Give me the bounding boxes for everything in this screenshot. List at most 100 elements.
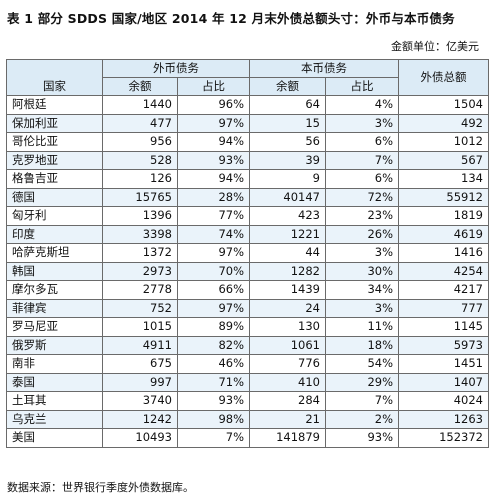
table-row: 保加利亚 477 97% 15 3% 492: [6, 113, 489, 133]
total-cell: 1451: [398, 354, 489, 374]
dc-share-cell: 18%: [325, 335, 399, 355]
country-cell: 印度: [6, 224, 103, 244]
dc-share-cell: 3%: [325, 298, 399, 318]
table-title: 表 1 部分 SDDS 国家/地区 2014 年 12 月末外债总额头寸：外币与…: [7, 11, 455, 26]
dc-share-cell: 2%: [325, 409, 399, 429]
fc-share-cell: 82%: [177, 335, 250, 355]
table-row: 格鲁吉亚 126 94% 9 6% 134: [6, 169, 489, 189]
total-cell: 1504: [398, 95, 489, 115]
table-row: 俄罗斯 4911 82% 1061 18% 5973: [6, 335, 489, 355]
fc-amount-cell: 10493: [102, 428, 178, 448]
country-cell: 俄罗斯: [6, 335, 103, 355]
dc-amount-cell: 44: [249, 243, 326, 263]
fc-share-cell: 97%: [177, 298, 250, 318]
fc-amount-cell: 126: [102, 169, 178, 189]
dc-share-cell: 6%: [325, 169, 399, 189]
fc-amount-cell: 956: [102, 132, 178, 152]
table-row: 土耳其 3740 93% 284 7% 4024: [6, 391, 489, 411]
table-row: 南非 675 46% 776 54% 1451: [6, 354, 489, 374]
total-cell: 1012: [398, 132, 489, 152]
table-row: 乌克兰 1242 98% 21 2% 1263: [6, 409, 489, 429]
country-cell: 韩国: [6, 261, 103, 281]
fc-amount-cell: 752: [102, 298, 178, 318]
total-cell: 4619: [398, 224, 489, 244]
fc-amount-cell: 1015: [102, 317, 178, 337]
fc-amount-cell: 528: [102, 150, 178, 170]
table-row: 印度 3398 74% 1221 26% 4619: [6, 224, 489, 244]
table-row: 泰国 997 71% 410 29% 1407: [6, 372, 489, 392]
fc-share-cell: 93%: [177, 391, 250, 411]
fc-amount-cell: 675: [102, 354, 178, 374]
fc-share-cell: 71%: [177, 372, 250, 392]
dc-share-cell: 11%: [325, 317, 399, 337]
total-cell: 1145: [398, 317, 489, 337]
fc-share-cell: 98%: [177, 409, 250, 429]
dc-amount-cell: 776: [249, 354, 326, 374]
dc-share-cell: 30%: [325, 261, 399, 281]
dc-share-cell: 34%: [325, 280, 399, 300]
dc-share-cell: 7%: [325, 150, 399, 170]
dc-share-cell: 26%: [325, 224, 399, 244]
dc-share-cell: 4%: [325, 95, 399, 115]
header-row-2: 余额 占比 余额 占比: [7, 77, 489, 96]
country-cell: 哈萨克斯坦: [6, 243, 103, 263]
country-cell: 克罗地亚: [6, 150, 103, 170]
country-cell: 罗马尼亚: [6, 317, 103, 337]
total-cell: 1407: [398, 372, 489, 392]
fc-share-cell: 74%: [177, 224, 250, 244]
dc-amount-cell: 130: [249, 317, 326, 337]
fc-share-cell: 97%: [177, 243, 250, 263]
table-row: 罗马尼亚 1015 89% 130 11% 1145: [6, 317, 489, 337]
fc-amount-cell: 477: [102, 113, 178, 133]
total-cell: 777: [398, 298, 489, 318]
dc-amount-cell: 423: [249, 206, 326, 226]
fc-amount-cell: 3398: [102, 224, 178, 244]
header-foreign-currency: 外币债务: [102, 59, 250, 78]
header-domestic-currency: 本币债务: [249, 59, 399, 78]
total-cell: 1416: [398, 243, 489, 263]
fc-share-cell: 96%: [177, 95, 250, 115]
country-cell: 摩尔多瓦: [6, 280, 103, 300]
fc-amount-cell: 1396: [102, 206, 178, 226]
external-debt-table: 国家 外币债务 本币债务 外债总额 余额 占比 余额 占比 阿根廷 1440 96%…: [6, 59, 489, 448]
table-row: 美国 10493 7% 141879 93% 152372: [6, 428, 489, 448]
header-fc-share: 占比: [177, 77, 250, 96]
total-cell: 134: [398, 169, 489, 189]
dc-amount-cell: 56: [249, 132, 326, 152]
dc-amount-cell: 1439: [249, 280, 326, 300]
country-cell: 哥伦比亚: [6, 132, 103, 152]
dc-amount-cell: 40147: [249, 187, 326, 207]
fc-amount-cell: 1372: [102, 243, 178, 263]
dc-share-cell: 3%: [325, 113, 399, 133]
country-cell: 匈牙利: [6, 206, 103, 226]
header-country: 国家: [6, 59, 103, 96]
table-row: 哥伦比亚 956 94% 56 6% 1012: [6, 132, 489, 152]
country-cell: 德国: [6, 187, 103, 207]
header-fc-amount: 余额: [102, 77, 178, 96]
country-cell: 菲律宾: [6, 298, 103, 318]
dc-amount-cell: 21: [249, 409, 326, 429]
fc-share-cell: 97%: [177, 113, 250, 133]
table-row: 摩尔多瓦 2778 66% 1439 34% 4217: [6, 280, 489, 300]
fc-share-cell: 28%: [177, 187, 250, 207]
dc-amount-cell: 64: [249, 95, 326, 115]
dc-share-cell: 29%: [325, 372, 399, 392]
total-cell: 4024: [398, 391, 489, 411]
header-total: 外债总额: [398, 59, 489, 96]
country-cell: 保加利亚: [6, 113, 103, 133]
dc-share-cell: 54%: [325, 354, 399, 374]
total-cell: 55912: [398, 187, 489, 207]
total-cell: 1263: [398, 409, 489, 429]
country-cell: 格鲁吉亚: [6, 169, 103, 189]
fc-share-cell: 66%: [177, 280, 250, 300]
fc-amount-cell: 1440: [102, 95, 178, 115]
total-cell: 567: [398, 150, 489, 170]
country-cell: 阿根廷: [6, 95, 103, 115]
dc-amount-cell: 1061: [249, 335, 326, 355]
total-cell: 5973: [398, 335, 489, 355]
country-cell: 美国: [6, 428, 103, 448]
fc-share-cell: 77%: [177, 206, 250, 226]
fc-amount-cell: 15765: [102, 187, 178, 207]
header-dc-share: 占比: [325, 77, 399, 96]
dc-share-cell: 3%: [325, 243, 399, 263]
